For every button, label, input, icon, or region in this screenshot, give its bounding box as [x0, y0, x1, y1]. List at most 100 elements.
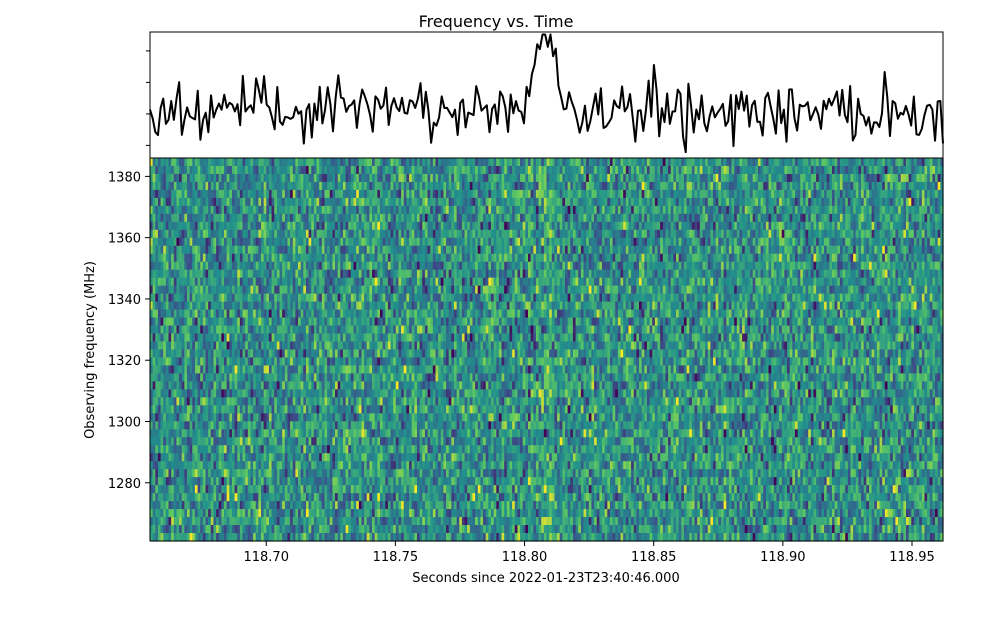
heatmap-cell: [443, 158, 447, 167]
heatmap-cell: [377, 189, 381, 199]
heatmap-cell: [335, 197, 339, 207]
heatmap-cell: [446, 173, 450, 183]
heatmap-cell: [586, 158, 590, 167]
heatmap-cell: [372, 181, 376, 191]
heatmap-cell: [694, 173, 698, 183]
heatmap-cell: [152, 213, 156, 223]
heatmap-cell: [522, 173, 526, 183]
heatmap-cell: [448, 197, 452, 207]
heatmap-cell: [681, 181, 685, 191]
heatmap-cell: [179, 173, 183, 183]
heatmap-cell: [935, 181, 939, 191]
heatmap-cell: [639, 197, 643, 207]
heatmap-cell: [868, 197, 873, 207]
heatmap-cell: [395, 205, 400, 215]
heatmap-cell: [747, 173, 751, 183]
heatmap-cell: [845, 189, 849, 199]
heatmap-cell: [282, 205, 286, 215]
heatmap-cell: [586, 197, 590, 207]
heatmap-cell: [673, 197, 677, 207]
heatmap-cell: [393, 197, 397, 207]
heatmap-cell: [900, 205, 904, 215]
heatmap-cell: [157, 181, 162, 191]
heatmap-cell: [797, 181, 801, 191]
heatmap-cell: [176, 181, 180, 191]
heatmap-cell: [549, 158, 553, 167]
heatmap-cell: [202, 173, 207, 183]
heatmap-cell: [631, 213, 635, 223]
heatmap-cell: [414, 158, 418, 167]
heatmap-cell: [165, 189, 170, 199]
heatmap-cell: [517, 189, 521, 199]
heatmap-cell: [691, 181, 696, 191]
heatmap-cell: [895, 189, 899, 199]
heatmap-cell: [649, 173, 653, 183]
heatmap-cell: [702, 205, 706, 215]
heatmap-cell: [575, 181, 579, 191]
heatmap-cell: [612, 213, 616, 223]
heatmap-cell: [279, 181, 283, 191]
heatmap-cell: [572, 181, 577, 191]
heatmap-cell: [937, 189, 941, 199]
heatmap-cell: [834, 181, 838, 191]
heatmap-cell: [459, 189, 463, 199]
heatmap-cell: [890, 197, 894, 207]
heatmap-cell: [276, 213, 281, 223]
heatmap-cell: [385, 205, 389, 215]
heatmap-cell: [742, 181, 746, 191]
heatmap-cell: [213, 181, 217, 191]
heatmap-cell: [506, 197, 511, 207]
heatmap-cell: [660, 173, 664, 183]
heatmap-cell: [163, 213, 167, 223]
heatmap-cell: [435, 165, 439, 175]
heatmap-cell: [226, 213, 230, 223]
heatmap-cell: [231, 213, 236, 223]
heatmap-cell: [213, 189, 217, 199]
heatmap-cell: [427, 165, 431, 175]
heatmap-cell: [525, 181, 529, 191]
heatmap-cell: [517, 173, 521, 183]
heatmap-cell: [935, 173, 939, 183]
heatmap-cell: [779, 197, 783, 207]
heatmap-cell: [298, 165, 302, 175]
heatmap-cell: [808, 165, 812, 175]
heatmap-cell: [422, 189, 426, 199]
heatmap-cell: [535, 189, 540, 199]
heatmap-cell: [274, 213, 278, 223]
heatmap-cell: [440, 165, 445, 175]
heatmap-cell: [321, 189, 326, 199]
heatmap-cell: [319, 197, 323, 207]
heatmap-cell: [760, 197, 764, 207]
heatmap-cell: [414, 213, 418, 223]
heatmap-cell: [760, 173, 764, 183]
heatmap-cell: [565, 158, 569, 167]
heatmap-cell: [419, 213, 423, 223]
heatmap-cell: [157, 158, 162, 167]
heatmap-cell: [837, 197, 841, 207]
heatmap-cell: [821, 158, 825, 167]
heatmap-cell: [599, 181, 603, 191]
heatmap-cell: [718, 197, 722, 207]
heatmap-cell: [456, 213, 460, 223]
heatmap-cell: [213, 165, 217, 175]
heatmap-cell: [305, 158, 310, 167]
heatmap-cell: [757, 205, 762, 215]
heatmap-cell: [361, 158, 365, 167]
heatmap-cell: [446, 197, 450, 207]
heatmap-cell: [298, 181, 302, 191]
heatmap-cell: [794, 189, 799, 199]
heatmap-cell: [276, 205, 281, 215]
heatmap-cell: [266, 173, 270, 183]
heatmap-cell: [903, 165, 907, 175]
heatmap-cell: [369, 158, 373, 167]
heatmap-cell: [187, 189, 191, 199]
heatmap-cell: [305, 173, 310, 183]
heatmap-cell: [496, 165, 500, 175]
heatmap-cell: [858, 189, 862, 199]
heatmap-cell: [218, 158, 222, 167]
heatmap-cell: [689, 189, 693, 199]
heatmap-cell: [824, 181, 828, 191]
heatmap-cell: [395, 173, 400, 183]
heatmap-cell: [443, 213, 447, 223]
heatmap-cell: [356, 197, 360, 207]
